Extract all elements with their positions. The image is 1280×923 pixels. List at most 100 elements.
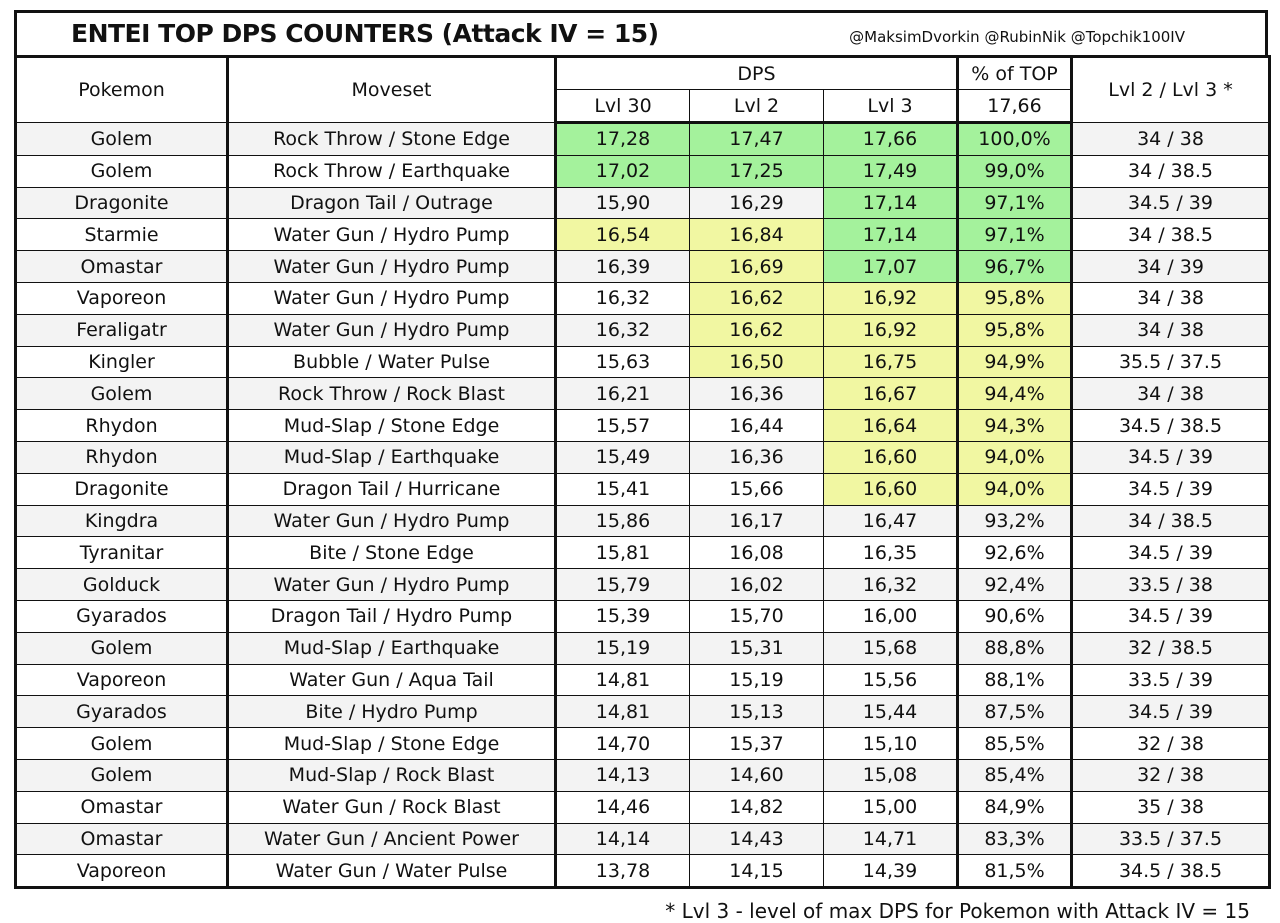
header-pokemon: Pokemon: [14, 55, 229, 123]
cell-dps-lvl2: 16,17: [689, 504, 824, 538]
cell-dps-lvl3: 17,49: [823, 154, 959, 188]
cell-pct-top: 92,6%: [957, 536, 1073, 570]
title-bar: ENTEI TOP DPS COUNTERS (Attack IV = 15) …: [14, 10, 1268, 55]
table-row: Golem Mud-Slap / Stone Edge 14,70 15,37 15,1…: [14, 727, 1271, 760]
cell-levels: 34 / 38.5: [1071, 154, 1271, 188]
cell-dps-lvl2: 15,70: [689, 599, 824, 633]
cell-dps-lvl30: 14,46: [555, 790, 690, 824]
cell-pokemon: Dragonite: [14, 186, 229, 220]
table-row: Golem Rock Throw / Earthquake 17,02 17,25 17…: [14, 154, 1271, 188]
cell-dps-lvl30: 16,21: [555, 377, 690, 411]
cell-pct-top: 87,5%: [957, 695, 1073, 729]
cell-pokemon: Gyarados: [14, 599, 229, 633]
cell-pct-top: 96,7%: [957, 250, 1073, 283]
cell-pokemon: Omastar: [14, 822, 229, 856]
cell-levels: 34.5 / 39: [1071, 472, 1271, 506]
table-row: Feraligatr Water Gun / Hydro Pump 16,32 16,…: [14, 313, 1271, 347]
cell-dps-lvl2: 16,02: [689, 568, 824, 601]
cell-dps-lvl3: 15,08: [823, 758, 959, 792]
header-pct-top-value: 17,66: [957, 89, 1073, 124]
cell-moveset: Rock Throw / Rock Blast: [227, 377, 557, 411]
cell-pct-top: 88,1%: [957, 663, 1073, 697]
table-row: Vaporeon Water Gun / Water Pulse 13,78 14,1…: [14, 854, 1271, 890]
cell-dps-lvl30: 15,81: [555, 536, 690, 570]
cell-dps-lvl3: 16,92: [823, 281, 959, 315]
table-row: Golem Mud-Slap / Rock Blast 14,13 14,60 15,0…: [14, 758, 1271, 792]
cell-dps-lvl3: 14,71: [823, 822, 959, 856]
cell-pct-top: 83,3%: [957, 822, 1073, 856]
cell-dps-lvl2: 15,19: [689, 663, 824, 697]
cell-pokemon: Omastar: [14, 250, 229, 283]
table-row: Gyarados Bite / Hydro Pump 14,81 15,13 15,44…: [14, 695, 1271, 729]
cell-dps-lvl30: 16,32: [555, 313, 690, 347]
cell-dps-lvl2: 16,62: [689, 313, 824, 347]
cell-pokemon: Vaporeon: [14, 281, 229, 315]
cell-moveset: Dragon Tail / Hydro Pump: [227, 599, 557, 633]
table-row: Kingler Bubble / Water Pulse 15,63 16,50 16,…: [14, 345, 1271, 379]
cell-levels: 32 / 38.5: [1071, 631, 1271, 665]
cell-pokemon: Omastar: [14, 790, 229, 824]
header-row-2: Lvl 30 Lvl 2 Lvl 3 17,66: [16, 89, 1270, 124]
cell-dps-lvl2: 15,31: [689, 631, 824, 665]
cell-dps-lvl2: 14,43: [689, 822, 824, 856]
cell-moveset: Water Gun / Hydro Pump: [227, 504, 557, 538]
table-row: Vaporeon Water Gun / Hydro Pump 16,32 16,62…: [14, 281, 1271, 315]
table-row: Tyranitar Bite / Stone Edge 15,81 16,08 16,3…: [14, 536, 1271, 570]
cell-pct-top: 85,5%: [957, 727, 1073, 760]
cell-dps-lvl30: 15,86: [555, 504, 690, 538]
cell-pokemon: Rhydon: [14, 409, 229, 442]
cell-pct-top: 92,4%: [957, 568, 1073, 601]
cell-dps-lvl3: 17,14: [823, 186, 959, 220]
cell-moveset: Dragon Tail / Outrage: [227, 186, 557, 220]
cell-levels: 32 / 38: [1071, 727, 1271, 760]
cell-pct-top: 93,2%: [957, 504, 1073, 538]
table-row: Omastar Water Gun / Ancient Power 14,14 14,…: [14, 822, 1271, 856]
cell-dps-lvl3: 16,92: [823, 313, 959, 347]
cell-dps-lvl3: 16,60: [823, 440, 959, 474]
cell-dps-lvl2: 16,84: [689, 218, 824, 252]
cell-pokemon: Golem: [14, 758, 229, 792]
cell-dps-lvl30: 15,49: [555, 440, 690, 474]
cell-dps-lvl2: 16,08: [689, 536, 824, 570]
header-moveset: Moveset: [227, 55, 557, 123]
header-lvl2: Lvl 2: [689, 89, 824, 124]
cell-levels: 34.5 / 38.5: [1071, 854, 1271, 890]
cell-dps-lvl3: 16,32: [823, 568, 959, 601]
cell-dps-lvl2: 16,36: [689, 440, 824, 474]
cell-dps-lvl30: 15,41: [555, 472, 690, 506]
counters-table: Pokemon Moveset DPS % of TOP Lvl 2 / Lvl…: [14, 55, 1271, 890]
cell-levels: 34 / 38: [1071, 313, 1271, 347]
cell-pct-top: 100,0%: [957, 122, 1073, 156]
cell-dps-lvl2: 15,13: [689, 695, 824, 729]
cell-moveset: Water Gun / Hydro Pump: [227, 313, 557, 347]
cell-levels: 34 / 38.5: [1071, 218, 1271, 252]
cell-dps-lvl3: 15,44: [823, 695, 959, 729]
cell-dps-lvl2: 16,62: [689, 281, 824, 315]
cell-dps-lvl2: 17,47: [689, 122, 824, 156]
cell-pokemon: Golem: [14, 631, 229, 665]
cell-dps-lvl30: 16,39: [555, 250, 690, 283]
cell-pokemon: Golem: [14, 154, 229, 188]
cell-pct-top: 97,1%: [957, 218, 1073, 252]
cell-dps-lvl30: 14,14: [555, 822, 690, 856]
cell-levels: 34 / 38: [1071, 122, 1271, 156]
cell-pct-top: 97,1%: [957, 186, 1073, 220]
cell-levels: 33.5 / 37.5: [1071, 822, 1271, 856]
cell-pct-top: 94,0%: [957, 472, 1073, 506]
cell-dps-lvl2: 14,15: [689, 854, 824, 890]
cell-moveset: Mud-Slap / Rock Blast: [227, 758, 557, 792]
table-row: Rhydon Mud-Slap / Earthquake 15,49 16,36 16,…: [14, 440, 1271, 474]
cell-dps-lvl3: 17,07: [823, 250, 959, 283]
cell-dps-lvl30: 13,78: [555, 854, 690, 890]
cell-moveset: Dragon Tail / Hurricane: [227, 472, 557, 506]
cell-pct-top: 85,4%: [957, 758, 1073, 792]
cell-pokemon: Rhydon: [14, 440, 229, 474]
cell-levels: 34 / 39: [1071, 250, 1271, 283]
cell-pokemon: Golem: [14, 377, 229, 411]
cell-dps-lvl2: 15,66: [689, 472, 824, 506]
cell-pokemon: Golem: [14, 727, 229, 760]
header-row-1: Pokemon Moveset DPS % of TOP Lvl 2 / Lvl…: [14, 55, 1271, 123]
cell-moveset: Water Gun / Hydro Pump: [227, 281, 557, 315]
cell-dps-lvl2: 16,69: [689, 250, 824, 283]
table-row: Golem Rock Throw / Rock Blast 16,21 16,36 16…: [14, 377, 1271, 411]
